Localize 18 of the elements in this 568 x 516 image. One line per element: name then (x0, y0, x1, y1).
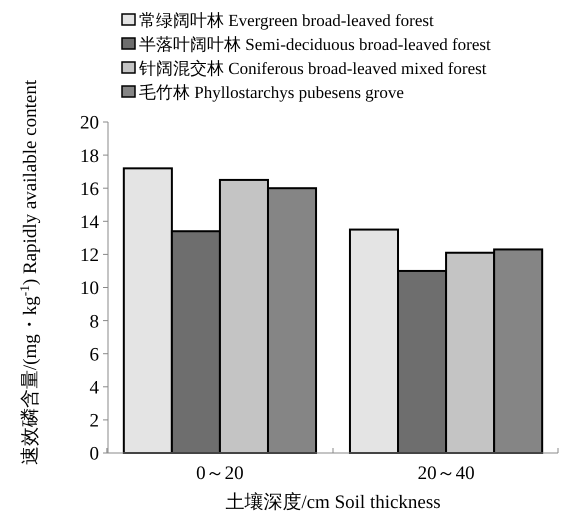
y-tick-label: 6 (90, 344, 99, 366)
legend-label: 针阔混交林 Coniferous broad-leaved mixed forest (138, 58, 487, 78)
y-tick-label: 16 (80, 178, 99, 200)
y-tick-label: 20 (80, 112, 99, 134)
y-tick-label: 4 (90, 377, 100, 398)
y-tick-label: 12 (80, 245, 99, 266)
y-tick-label: 0 (90, 444, 99, 465)
y-tick-label: 18 (80, 146, 99, 167)
y-tick-label: 10 (80, 278, 99, 300)
x-axis-title: 土壤深度/cm Soil thickness (225, 491, 441, 513)
y-tick-label: 14 (80, 212, 100, 233)
legend-label: 常绿阔叶林 Evergreen broad-leaved forest (139, 10, 434, 30)
legend-label: 半落叶阔叶林 Semi-deciduous broad-leaved forest (139, 34, 491, 54)
legend-label: 毛竹林 Phyllostarchys pubesens grove (139, 82, 404, 102)
y-tick-label: 2 (90, 410, 99, 432)
x-tick-label: 20～40 (418, 463, 475, 484)
x-tick-label: 0～20 (196, 463, 244, 484)
y-tick-label: 8 (90, 311, 99, 332)
